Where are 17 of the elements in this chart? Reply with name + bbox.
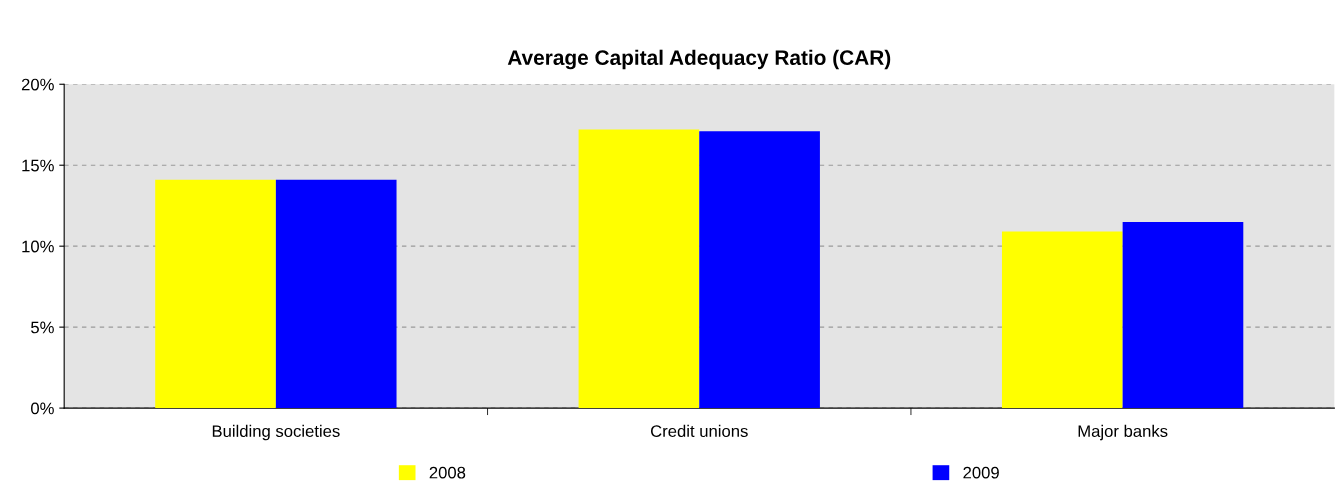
bar (275, 179, 397, 409)
bar (1001, 231, 1123, 409)
bar (1122, 221, 1244, 409)
legend-label: 2009 (963, 466, 999, 479)
y-tick-label: 15% (22, 159, 54, 172)
bar (699, 131, 820, 409)
bar (578, 129, 700, 409)
x-tick-label: Credit unions (651, 424, 748, 438)
legend-label: 2008 (429, 466, 466, 479)
chart-title: Average Capital Adequacy Ratio (CAR) (507, 49, 891, 70)
x-tick-label: Major banks (1078, 424, 1168, 441)
y-tick-label: 5% (31, 321, 54, 334)
y-tick-label: 10% (22, 240, 54, 253)
bar (155, 179, 276, 409)
y-tick-label: 20% (21, 78, 54, 91)
y-tick-label: 0% (31, 402, 54, 415)
x-tick-label: Building societies (212, 424, 340, 441)
